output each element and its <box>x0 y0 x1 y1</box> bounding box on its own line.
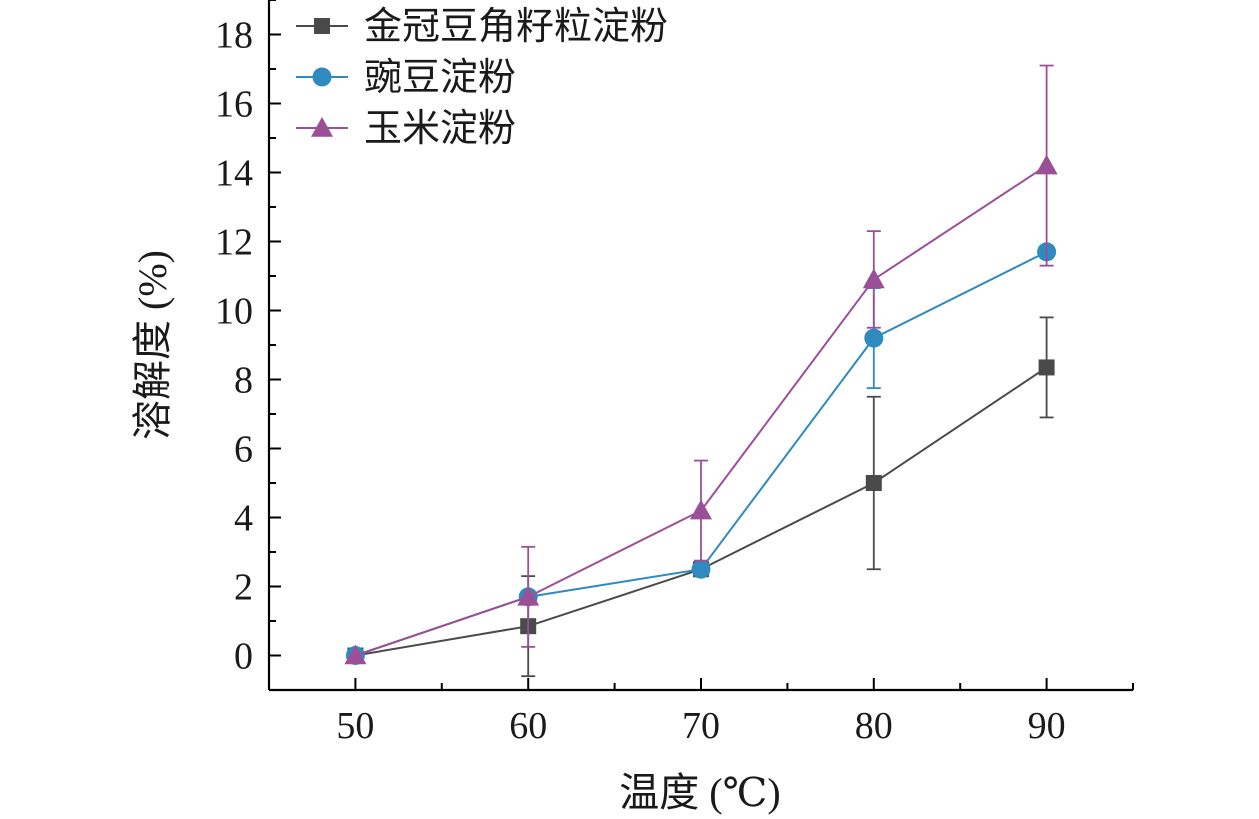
x-tick-label: 60 <box>509 705 547 747</box>
y-tick-label: 18 <box>215 15 253 57</box>
y-tick-label: 0 <box>234 636 253 678</box>
y-tick-label: 16 <box>215 84 253 126</box>
data-point <box>864 328 884 348</box>
y-tick-label: 8 <box>234 360 253 402</box>
legend-label: 玉米淀粉 <box>364 108 516 150</box>
x-tick-label: 70 <box>682 705 720 747</box>
data-point <box>862 268 885 289</box>
legend-item-2: 豌豆淀粉 <box>296 57 516 99</box>
legend-marker <box>314 18 330 34</box>
legend-label: 金冠豆角籽粒淀粉 <box>364 6 668 48</box>
data-point <box>691 559 711 579</box>
series-line <box>355 164 1048 657</box>
legend-item-3: 玉米淀粉 <box>296 108 516 150</box>
data-point <box>517 585 540 606</box>
x-tick-label: 90 <box>1028 705 1066 747</box>
y-axis-title: 溶解度 (%) <box>130 250 175 440</box>
series-2 <box>345 242 1057 665</box>
data-point <box>690 499 712 520</box>
y-tick-label: 6 <box>234 429 253 471</box>
axes: 0 2 4 6 8 10 12 14 16 18 50 60 70 80 90 <box>215 0 1134 747</box>
y-tick-label: 4 <box>234 498 253 540</box>
series-layer <box>344 64 1058 678</box>
legend-marker <box>312 67 332 87</box>
x-axis-title: 温度 (℃) <box>619 770 780 815</box>
y-tick-label: 2 <box>234 567 253 609</box>
data-point <box>865 475 882 491</box>
legend-item-1: 金冠豆角籽粒淀粉 <box>296 6 668 48</box>
y-tick-label: 12 <box>215 222 253 264</box>
y-tick-label: 10 <box>215 291 253 333</box>
data-point <box>344 644 367 665</box>
series-3 <box>344 64 1058 665</box>
y-tick-label: 14 <box>215 153 253 195</box>
legend-label: 豌豆淀粉 <box>364 57 516 99</box>
data-point <box>1035 154 1058 175</box>
legend-marker <box>311 117 333 137</box>
x-tick-label: 50 <box>336 705 374 747</box>
series-line <box>355 250 1048 657</box>
x-tick-label: 80 <box>855 705 893 747</box>
data-point <box>1038 359 1055 376</box>
